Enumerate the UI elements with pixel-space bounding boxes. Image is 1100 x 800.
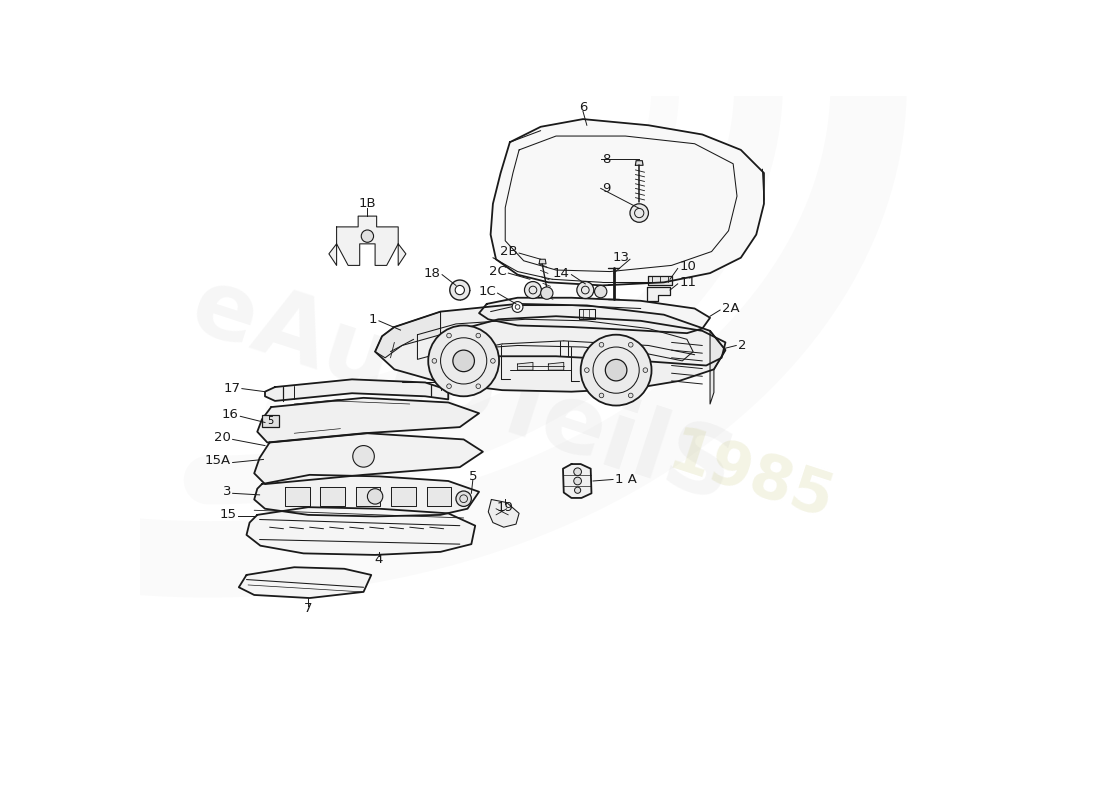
Circle shape: [574, 468, 582, 476]
Circle shape: [600, 342, 604, 347]
Circle shape: [450, 280, 470, 300]
Text: 1 A: 1 A: [615, 473, 637, 486]
Circle shape: [630, 204, 649, 222]
Circle shape: [600, 393, 604, 398]
Circle shape: [432, 358, 437, 363]
Text: 2A: 2A: [722, 302, 739, 315]
Text: 15: 15: [220, 508, 236, 522]
Text: eAutoTeilS: eAutoTeilS: [180, 261, 745, 522]
Polygon shape: [285, 487, 310, 506]
Polygon shape: [265, 379, 449, 401]
Text: 11: 11: [680, 276, 696, 289]
Text: 2B: 2B: [499, 245, 517, 258]
Polygon shape: [375, 311, 440, 358]
Circle shape: [584, 368, 590, 373]
Polygon shape: [392, 487, 416, 506]
Circle shape: [491, 358, 495, 363]
Circle shape: [628, 393, 634, 398]
Circle shape: [361, 230, 374, 242]
Text: 10: 10: [680, 261, 696, 274]
Circle shape: [525, 282, 541, 298]
Text: 20: 20: [214, 431, 231, 444]
Polygon shape: [455, 316, 726, 366]
Polygon shape: [517, 362, 534, 370]
Text: 19: 19: [497, 501, 514, 514]
Text: 4: 4: [375, 553, 383, 566]
Polygon shape: [539, 259, 546, 264]
Polygon shape: [580, 309, 594, 319]
Polygon shape: [480, 298, 711, 333]
Polygon shape: [427, 487, 451, 506]
Text: 1C: 1C: [478, 285, 496, 298]
Polygon shape: [491, 119, 763, 286]
Circle shape: [595, 286, 607, 298]
Polygon shape: [548, 362, 563, 370]
Circle shape: [428, 326, 499, 396]
Text: 5: 5: [267, 416, 274, 426]
Polygon shape: [239, 567, 372, 598]
Text: 18: 18: [424, 266, 440, 280]
Polygon shape: [337, 216, 398, 266]
Polygon shape: [254, 434, 483, 484]
Polygon shape: [356, 487, 381, 506]
Polygon shape: [636, 161, 644, 166]
Polygon shape: [375, 304, 726, 392]
Text: 13: 13: [613, 251, 629, 264]
Circle shape: [644, 368, 648, 373]
Circle shape: [605, 359, 627, 381]
Circle shape: [447, 384, 451, 389]
Polygon shape: [488, 499, 519, 527]
Circle shape: [453, 350, 474, 372]
Text: 7: 7: [304, 602, 312, 615]
Circle shape: [628, 342, 634, 347]
Text: 15A: 15A: [205, 454, 231, 467]
Circle shape: [447, 334, 451, 338]
Polygon shape: [647, 287, 670, 301]
Polygon shape: [320, 487, 345, 506]
Text: 14: 14: [553, 266, 570, 280]
Circle shape: [455, 286, 464, 294]
Polygon shape: [649, 276, 671, 286]
Circle shape: [367, 489, 383, 504]
Text: 1: 1: [368, 313, 377, 326]
Polygon shape: [398, 244, 406, 266]
Circle shape: [574, 477, 582, 485]
Text: 1985: 1985: [660, 423, 840, 532]
Circle shape: [456, 491, 472, 506]
Circle shape: [476, 384, 481, 389]
Text: 8: 8: [603, 153, 611, 166]
Text: 5: 5: [469, 470, 477, 483]
Polygon shape: [563, 464, 592, 498]
Text: 6: 6: [579, 101, 587, 114]
Text: 2: 2: [738, 339, 746, 352]
Text: 2C: 2C: [490, 265, 507, 278]
Circle shape: [576, 282, 594, 298]
Polygon shape: [246, 507, 475, 555]
Polygon shape: [329, 244, 337, 266]
Circle shape: [513, 302, 522, 312]
Text: 3: 3: [222, 486, 231, 498]
Text: 9: 9: [603, 182, 611, 195]
Circle shape: [353, 446, 374, 467]
Text: 1B: 1B: [359, 198, 376, 210]
Circle shape: [476, 334, 481, 338]
Bar: [262, 414, 278, 427]
Polygon shape: [257, 398, 480, 442]
Circle shape: [541, 287, 553, 299]
Circle shape: [574, 487, 581, 494]
Circle shape: [581, 334, 651, 406]
Polygon shape: [254, 475, 480, 517]
Text: 17: 17: [223, 382, 241, 395]
Text: 16: 16: [222, 408, 239, 422]
Polygon shape: [711, 331, 726, 404]
